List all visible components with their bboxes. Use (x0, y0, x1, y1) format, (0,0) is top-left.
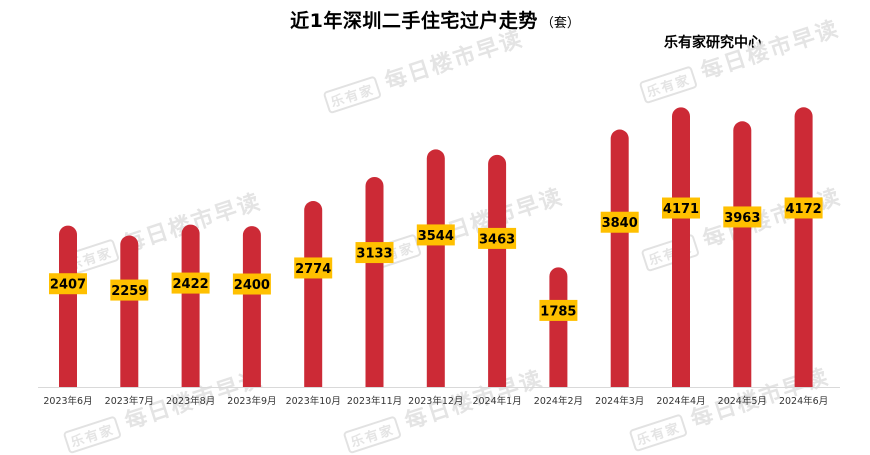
data-label-box (539, 299, 578, 321)
data-label-box (662, 197, 700, 219)
data-label: 3840 (602, 216, 638, 231)
x-tick-label: 2024年1月 (472, 395, 521, 407)
data-label-box (478, 227, 517, 249)
bar (242, 226, 261, 387)
chart: 近1年深圳二手住宅过户走势 （套） 乐有家研究中心 乐有家每日楼市早读 乐有家每日… (0, 6, 870, 454)
x-tick-label: 2023年6月 (43, 395, 92, 407)
x-tick-label: 2023年10月 (286, 395, 341, 407)
plot-area: 2407 2023年6月 2259 2023年7月 2422 2023年8月 2400 202… (38, 107, 840, 407)
x-tick-label: 2023年7月 (105, 395, 154, 407)
data-label: 3133 (356, 247, 392, 262)
x-tick-label: 2024年2月 (534, 395, 583, 407)
data-label-box (355, 242, 394, 264)
bar (610, 129, 629, 387)
data-label: 1785 (540, 304, 576, 319)
chart-title: 近1年深圳二手住宅过户走势 （套） (0, 6, 870, 33)
data-label-box (600, 211, 639, 233)
data-label-box (171, 272, 210, 294)
data-label-box (232, 273, 271, 295)
bar (488, 154, 507, 387)
data-label-box (416, 224, 455, 246)
bar (794, 107, 813, 387)
source-label: 乐有家研究中心 (664, 35, 762, 51)
bar (120, 235, 139, 387)
data-label-box (49, 273, 87, 295)
data-label-box (110, 279, 149, 301)
x-tick-label: 2024年3月 (595, 395, 644, 407)
data-label: 2422 (173, 277, 209, 292)
x-tick-label: 2023年11月 (347, 395, 402, 407)
bar (59, 225, 77, 387)
bar (549, 267, 568, 387)
data-label: 2400 (234, 278, 270, 293)
data-label: 3463 (479, 232, 515, 247)
data-label-box (294, 257, 333, 279)
data-label: 4171 (663, 202, 699, 217)
x-tick-label: 2023年12月 (408, 395, 463, 407)
data-label: 3544 (418, 229, 454, 244)
bar (365, 176, 384, 387)
bar (426, 149, 445, 387)
data-label: 3963 (724, 211, 760, 226)
x-tick-label: 2024年4月 (656, 395, 705, 407)
data-label: 2259 (111, 284, 147, 299)
data-label: 4172 (786, 202, 822, 217)
bar (181, 224, 200, 387)
x-tick-label: 2023年8月 (166, 395, 215, 407)
data-label-box (723, 206, 762, 228)
data-label: 2407 (50, 278, 86, 293)
chart-title-text: 近1年深圳二手住宅过户走势 (290, 10, 538, 32)
chart-unit: （套） (540, 16, 580, 31)
bar (304, 201, 323, 387)
x-tick-label: 2024年5月 (718, 395, 767, 407)
x-tick-label: 2024年6月 (779, 395, 828, 407)
x-tick-label: 2023年9月 (227, 395, 276, 407)
bar (733, 121, 752, 387)
data-label: 2774 (295, 262, 331, 277)
data-label-box (784, 197, 823, 219)
bar (672, 107, 690, 388)
